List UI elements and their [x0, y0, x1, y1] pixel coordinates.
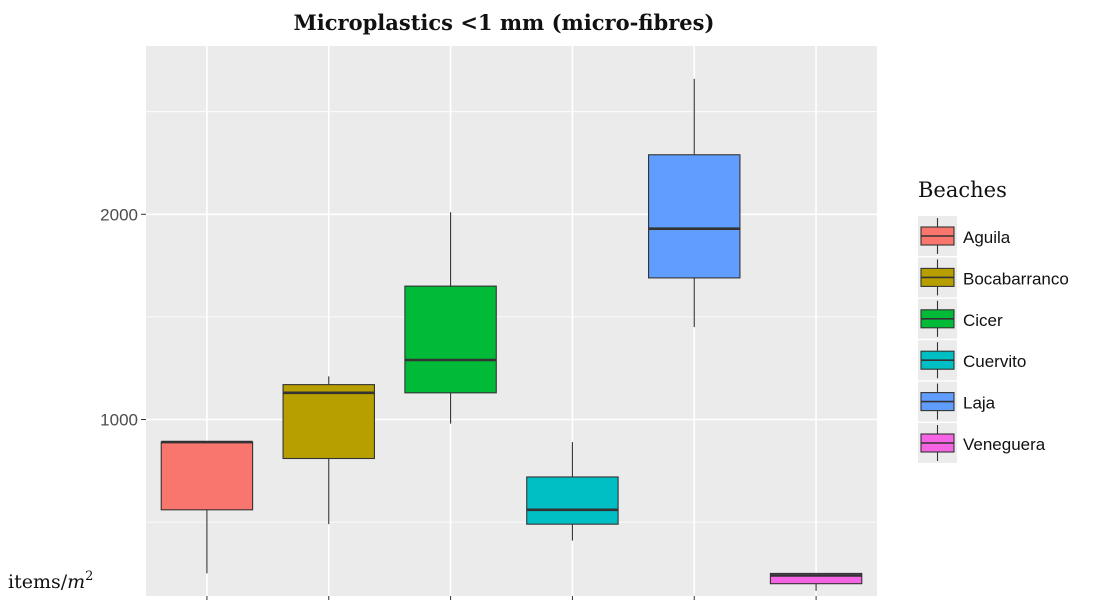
legend-item-cicer: Cicer [918, 298, 1003, 339]
y-axis-label: items/m2 [8, 569, 93, 593]
box-iqr [404, 285, 497, 394]
box-veneguera [769, 572, 863, 591]
legend-label: Cuervito [963, 352, 1026, 371]
x-axis-ticks [206, 596, 817, 600]
box-iqr [282, 384, 375, 460]
box-laja [648, 78, 741, 328]
grid-lines [146, 46, 877, 596]
boxes [160, 78, 863, 591]
y-tick-label: 1000 [100, 411, 138, 430]
legend: Aguila Bocabarranco Cicer Cuervito Laja Veneg… [918, 216, 1069, 463]
y-axis-label-exponent: 2 [85, 569, 93, 584]
legend-label: Bocabarranco [963, 269, 1069, 288]
legend-title: Beaches [918, 178, 1007, 202]
legend-label: Veneguera [963, 435, 1046, 454]
y-tick-label: 2000 [100, 205, 138, 224]
y-axis-label-math: m [67, 571, 85, 593]
legend-item-cuervito: Cuervito [918, 340, 1026, 381]
y-axis-label-text: items/ [8, 571, 68, 593]
box-iqr [160, 441, 254, 511]
box-cicer [404, 212, 497, 424]
legend-item-veneguera: Veneguera [918, 423, 1046, 463]
box-iqr [526, 476, 619, 525]
y-axis-ticks: 1000 2000 [100, 205, 146, 430]
legend-item-laja: Laja [918, 381, 996, 422]
box-iqr [648, 154, 741, 279]
chart-title: Microplastics <1 mm (micro-fibres) [294, 10, 715, 35]
box-aguila [160, 440, 254, 574]
plot-panel [146, 46, 877, 596]
legend-label: Cicer [963, 311, 1003, 330]
legend-label: Aguila [963, 228, 1011, 247]
legend-item-aguila: Aguila [918, 216, 1011, 256]
box-iqr [769, 572, 863, 585]
box-cuervito [526, 442, 619, 541]
legend-item-bocabarranco: Bocabarranco [918, 257, 1069, 298]
box-bocabarranco [282, 376, 375, 525]
legend-label: Laja [963, 394, 996, 413]
